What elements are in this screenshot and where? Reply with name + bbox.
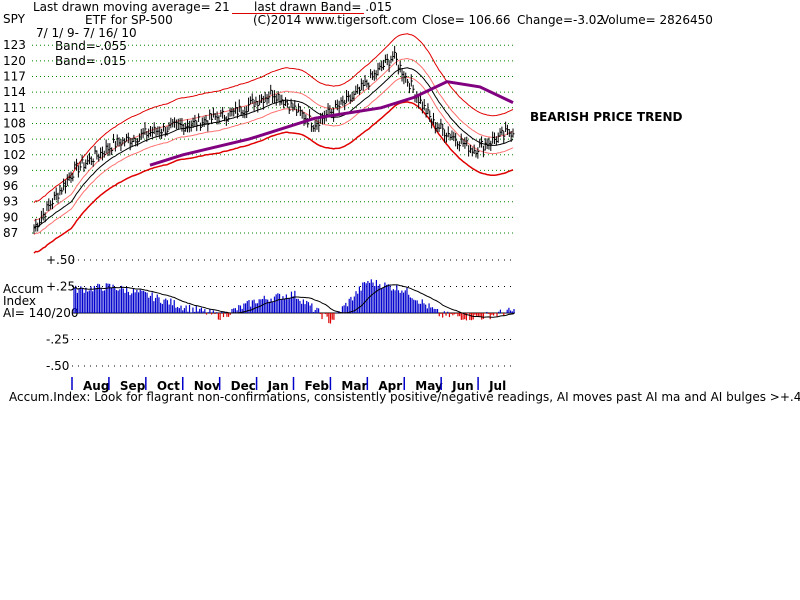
price-tick-label: 108 xyxy=(3,116,26,130)
volume-value: Volume= 2826450 xyxy=(601,13,713,27)
month-axis: Aug Sep Oct Nov Dec Jan Feb Mar Apr May Jun Jul xyxy=(71,377,506,393)
month-label: Jun xyxy=(451,379,474,393)
price-tick-label: 87 xyxy=(3,226,18,240)
bearish-trend-note: BEARISH PRICE TREND xyxy=(530,110,683,124)
price-tick-label: 105 xyxy=(3,132,26,146)
price-tick-label: 90 xyxy=(3,210,18,224)
month-label: Nov xyxy=(194,379,220,393)
accum-tick-label: -.25 xyxy=(46,333,69,347)
month-label: Jul xyxy=(488,379,506,393)
accum-tick-label: +.25 xyxy=(46,280,75,294)
month-label: Feb xyxy=(305,379,330,393)
description: ETF for SP-500 xyxy=(85,13,173,27)
accum-ma-line xyxy=(73,284,515,318)
lower-band-inner xyxy=(33,76,514,236)
price-bands xyxy=(33,33,514,254)
footer-note: Accum.Index: Look for flagrant non-confi… xyxy=(9,390,800,404)
month-label: Oct xyxy=(157,379,180,393)
price-grid xyxy=(32,44,515,234)
price-tick-label: 93 xyxy=(3,195,18,209)
price-bars xyxy=(33,45,515,235)
upper-band-inner xyxy=(33,57,514,222)
band-caption-underline xyxy=(232,13,364,14)
price-tick-label: 114 xyxy=(3,85,26,99)
month-label: Mar xyxy=(341,379,367,393)
month-label: Sep xyxy=(120,379,146,393)
accum-ma-path xyxy=(73,284,515,318)
price-tick-label: 111 xyxy=(3,101,26,115)
price-tick-label: 96 xyxy=(3,179,18,193)
accum-bars xyxy=(73,279,515,324)
accum-title-1: Accum xyxy=(3,282,44,296)
accum-axis-ticks: +.50 +.25 -.25 -.50 xyxy=(46,253,75,373)
band2-label: Band= .015 xyxy=(55,54,127,68)
ma-long-line xyxy=(149,80,514,167)
month-label: Dec xyxy=(231,379,256,393)
price-tick-label: 102 xyxy=(3,148,26,162)
close-value: Close= 106.66 xyxy=(422,13,511,27)
price-tick-label: 120 xyxy=(3,54,26,68)
lower-band-outer xyxy=(33,101,514,254)
month-label: May xyxy=(415,379,443,393)
ai-value: AI= 140/200 xyxy=(3,306,79,320)
accum-title-2: Index xyxy=(3,294,37,308)
month-label: Aug xyxy=(83,379,109,393)
change-value: Change=-3.02 xyxy=(517,13,605,27)
band1-label: Band=-.055 xyxy=(55,39,127,53)
ma21-line xyxy=(33,67,514,229)
copyright: (C)2014 www.tigersoft.com xyxy=(253,13,417,27)
date-range: 7/ 1/ 9- 7/ 16/ 10 xyxy=(36,26,137,40)
price-tick-label: 99 xyxy=(3,163,18,177)
accum-tick-label: -.50 xyxy=(46,359,69,373)
ma-caption: Last drawn moving average= 21 xyxy=(33,0,230,14)
ticker-label: SPY xyxy=(3,12,25,26)
month-label: Jan xyxy=(267,379,289,393)
month-label: Apr xyxy=(378,379,402,393)
price-tick-label: 117 xyxy=(3,70,26,84)
accum-tick-label: +.50 xyxy=(46,253,75,267)
moving-average-line xyxy=(149,80,514,167)
upper-band-outer xyxy=(33,33,514,204)
price-tick-label: 123 xyxy=(3,38,26,52)
band-caption: last drawn Band= .015 xyxy=(254,0,392,14)
